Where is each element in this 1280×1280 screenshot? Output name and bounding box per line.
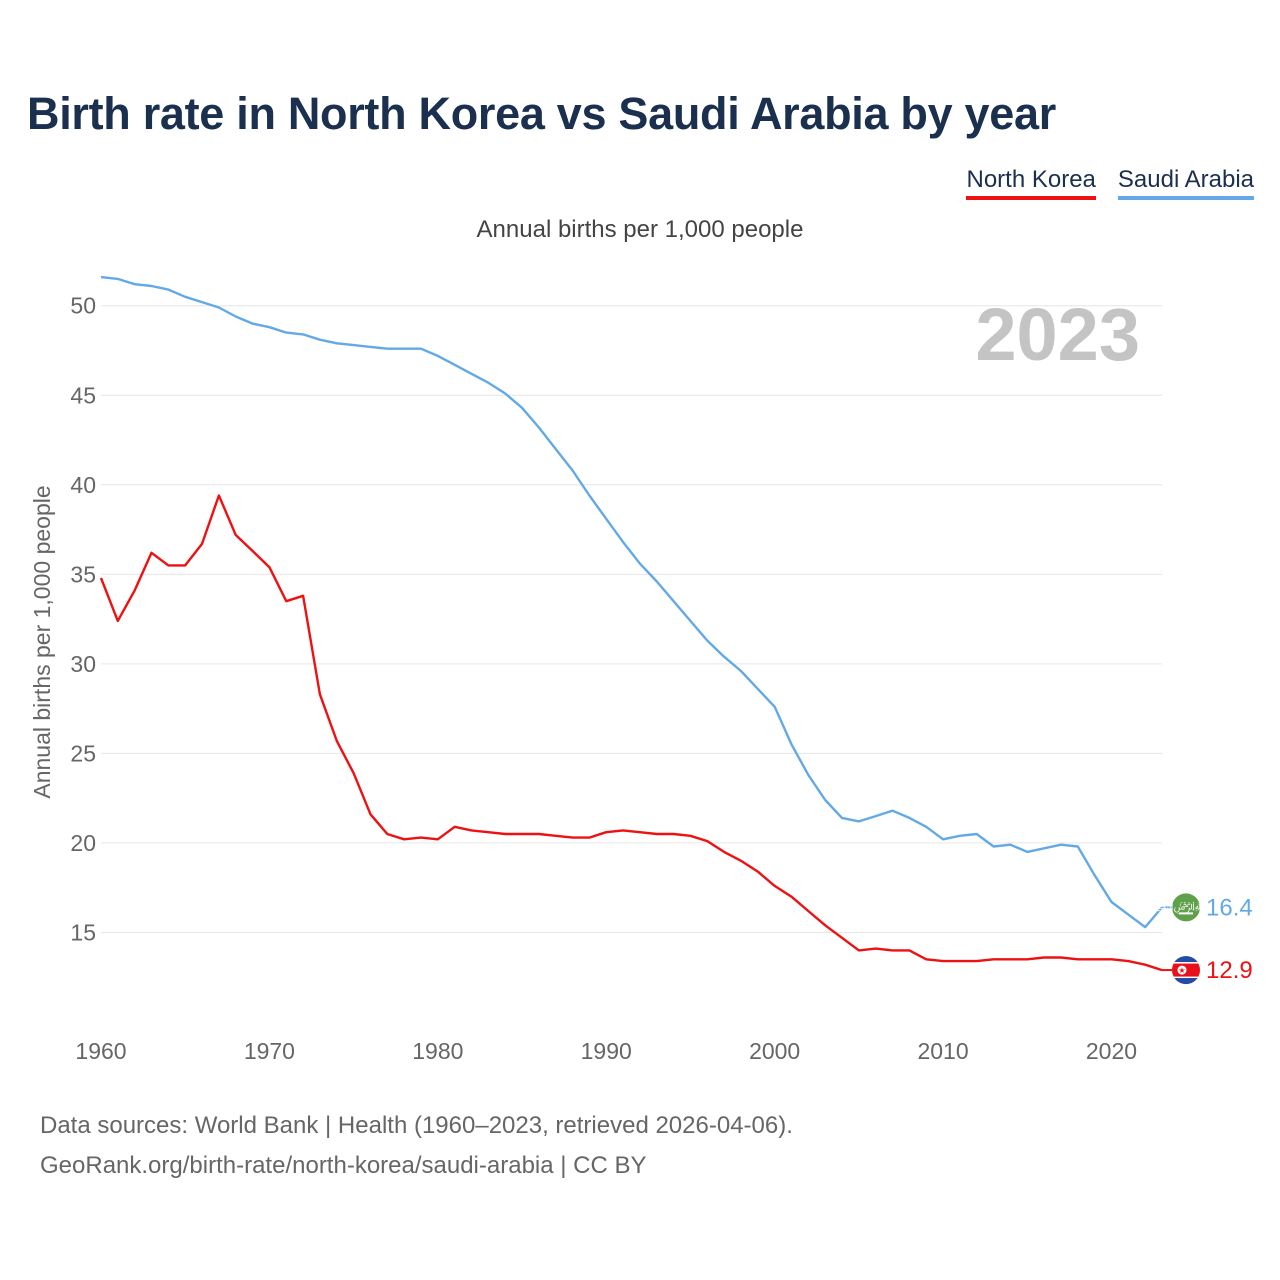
y-tick-label: 45 <box>70 382 96 408</box>
legend: North Korea Saudi Arabia <box>966 166 1254 200</box>
series-line-north-korea <box>99 494 1163 972</box>
y-tick-label: 35 <box>70 561 96 587</box>
y-tick-label: 25 <box>70 740 96 766</box>
y-axis-ticks: 15 20 25 30 35 40 45 50 <box>70 293 96 946</box>
end-markers: ﷽ ★ 16.4 12.9 <box>1144 893 1253 985</box>
x-axis-ticks: 1960 1970 1980 1990 2000 2010 2020 <box>75 1038 1137 1064</box>
current-year-label: 2023 <box>975 293 1140 376</box>
line-chart: 15 20 25 30 35 40 45 50 1960 1970 1980 1990 2000 201… <box>29 275 1253 1064</box>
x-tick-label: 2020 <box>1086 1038 1137 1064</box>
y-tick-label: 50 <box>70 293 96 319</box>
north-korea-flag-icon: ★ <box>1172 956 1200 985</box>
legend-item-north-korea[interactable]: North Korea <box>966 166 1096 200</box>
footer: Data sources: World Bank | Health (1960–… <box>40 1106 793 1186</box>
series-line-saudi-arabia <box>100 275 1163 929</box>
source-url: GeoRank.org/birth-rate/north-korea/saudi… <box>40 1152 647 1179</box>
y-tick-label: 15 <box>70 919 96 945</box>
x-tick-label: 1970 <box>244 1038 295 1064</box>
y-tick-label: 30 <box>70 651 96 677</box>
legend-item-saudi-arabia[interactable]: Saudi Arabia <box>1117 166 1254 200</box>
svg-text:﷽: ﷽ <box>1144 899 1229 914</box>
x-tick-label: 2010 <box>917 1038 968 1064</box>
series-lines <box>99 275 1172 972</box>
y-tick-label: 20 <box>70 830 96 856</box>
page-title: Birth rate in North Korea vs Saudi Arabi… <box>27 88 1056 139</box>
saudi-arabia-flag-icon: ﷽ <box>1144 893 1229 922</box>
chart-subtitle: Annual births per 1,000 people <box>476 216 804 243</box>
x-tick-label: 1980 <box>412 1038 463 1064</box>
svg-text:★: ★ <box>1178 966 1185 975</box>
grid-lines <box>101 305 1162 933</box>
end-value-north-korea: 12.9 <box>1206 957 1253 984</box>
data-sources: Data sources: World Bank | Health (1960–… <box>40 1112 793 1139</box>
y-axis-label: Annual births per 1,000 people <box>29 485 55 798</box>
end-value-saudi-arabia: 16.4 <box>1206 894 1253 921</box>
x-tick-label: 1990 <box>581 1038 632 1064</box>
y-tick-label: 40 <box>70 472 96 498</box>
x-tick-label: 2000 <box>749 1038 800 1064</box>
x-tick-label: 1960 <box>75 1038 126 1064</box>
